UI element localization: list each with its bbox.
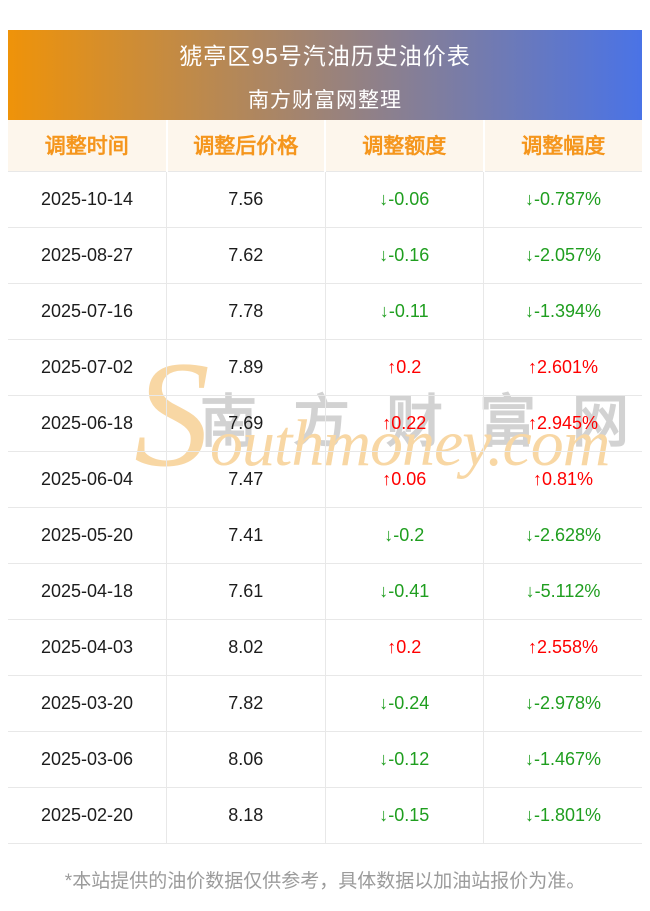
- cell-price: 7.78: [166, 282, 325, 339]
- cell-price: 7.82: [166, 674, 325, 731]
- cell-date: 2025-06-04: [8, 450, 167, 507]
- cell-date: 2025-05-20: [8, 506, 167, 563]
- cell-change: ↓-0.11: [324, 282, 484, 339]
- table-row: 2025-05-20 7.41 ↓-0.2 ↓-2.628%: [8, 506, 642, 563]
- cell-price: 8.18: [166, 786, 325, 844]
- cell-price: 7.61: [166, 562, 325, 619]
- cell-change-pct: ↓-5.112%: [483, 562, 642, 619]
- cell-change-pct: ↓-2.057%: [483, 226, 642, 283]
- page-title: 猇亭区95号汽油历史油价表: [179, 42, 471, 69]
- title-banner: 猇亭区95号汽油历史油价表 南方财富网整理: [8, 30, 642, 120]
- cell-change: ↑0.06: [324, 450, 484, 507]
- table-row: 2025-07-02 7.89 ↑0.2 ↑2.601%: [8, 338, 642, 395]
- cell-date: 2025-03-20: [8, 674, 167, 731]
- col-header-adjusted-price: 调整后价格: [165, 120, 325, 171]
- cell-change-pct: ↓-2.628%: [483, 506, 642, 563]
- cell-date: 2025-07-16: [8, 282, 167, 339]
- cell-change-pct: ↓-1.394%: [483, 282, 642, 339]
- cell-date: 2025-07-02: [8, 338, 167, 395]
- cell-price: 7.41: [166, 506, 325, 563]
- table-row: 2025-06-18 7.69 ↑0.22 ↑2.945%: [8, 394, 642, 451]
- cell-change: ↓-0.15: [324, 786, 484, 844]
- cell-change: ↓-0.06: [324, 170, 484, 227]
- disclaimer-note: *本站提供的油价数据仅供参考，具体数据以加油站报价为准。: [64, 870, 586, 892]
- cell-price: 7.56: [166, 170, 325, 227]
- col-header-adjust-amount: 调整额度: [324, 120, 484, 171]
- cell-price: 8.06: [166, 730, 325, 787]
- cell-change: ↓-0.41: [324, 562, 484, 619]
- table-row: 2025-10-14 7.56 ↓-0.06 ↓-0.787%: [8, 170, 642, 227]
- page-subtitle: 南方财富网整理: [248, 88, 402, 112]
- cell-date: 2025-02-20: [8, 786, 167, 844]
- table-row: 2025-06-04 7.47 ↑0.06 ↑0.81%: [8, 450, 642, 507]
- cell-change-pct: ↓-2.978%: [483, 674, 642, 731]
- table-row: 2025-08-27 7.62 ↓-0.16 ↓-2.057%: [8, 226, 642, 283]
- cell-change: ↑0.22: [324, 394, 484, 451]
- table-row: 2025-03-20 7.82 ↓-0.24 ↓-2.978%: [8, 674, 642, 731]
- table-row: 2025-07-16 7.78 ↓-0.11 ↓-1.394%: [8, 282, 642, 339]
- price-table-container: 南方财富网 Southmoney.com 调整时间 调整后价格 调整额度 调整幅…: [8, 120, 642, 844]
- cell-change-pct: ↓-1.801%: [483, 786, 642, 844]
- table-header-row: 调整时间 调整后价格 调整额度 调整幅度: [8, 120, 642, 171]
- cell-price: 7.62: [166, 226, 325, 283]
- cell-date: 2025-06-18: [8, 394, 167, 451]
- table-row: 2025-02-20 8.18 ↓-0.15 ↓-1.801%: [8, 786, 642, 844]
- cell-date: 2025-04-03: [8, 618, 167, 675]
- cell-change: ↓-0.12: [324, 730, 484, 787]
- cell-change-pct: ↑0.81%: [483, 450, 642, 507]
- cell-date: 2025-08-27: [8, 226, 167, 283]
- cell-change: ↓-0.16: [324, 226, 484, 283]
- col-header-adjust-time: 调整时间: [8, 120, 167, 171]
- cell-change-pct: ↑2.558%: [483, 618, 642, 675]
- cell-change-pct: ↑2.601%: [483, 338, 642, 395]
- cell-price: 7.47: [166, 450, 325, 507]
- table-row: 2025-03-06 8.06 ↓-0.12 ↓-1.467%: [8, 730, 642, 787]
- table-row: 2025-04-18 7.61 ↓-0.41 ↓-5.112%: [8, 562, 642, 619]
- col-header-adjust-percent: 调整幅度: [482, 120, 642, 171]
- cell-change: ↓-0.2: [324, 506, 484, 563]
- cell-price: 7.69: [166, 394, 325, 451]
- cell-date: 2025-04-18: [8, 562, 167, 619]
- cell-change: ↑0.2: [324, 338, 484, 395]
- cell-change: ↑0.2: [324, 618, 484, 675]
- cell-change-pct: ↓-0.787%: [483, 170, 642, 227]
- cell-change-pct: ↓-1.467%: [483, 730, 642, 787]
- table-row: 2025-04-03 8.02 ↑0.2 ↑2.558%: [8, 618, 642, 675]
- cell-change: ↓-0.24: [324, 674, 484, 731]
- price-table: 调整时间 调整后价格 调整额度 调整幅度 2025-10-14 7.56 ↓-0…: [8, 120, 642, 844]
- cell-date: 2025-03-06: [8, 730, 167, 787]
- cell-date: 2025-10-14: [8, 170, 167, 227]
- cell-price: 7.89: [166, 338, 325, 395]
- cell-change-pct: ↑2.945%: [483, 394, 642, 451]
- cell-price: 8.02: [166, 618, 325, 675]
